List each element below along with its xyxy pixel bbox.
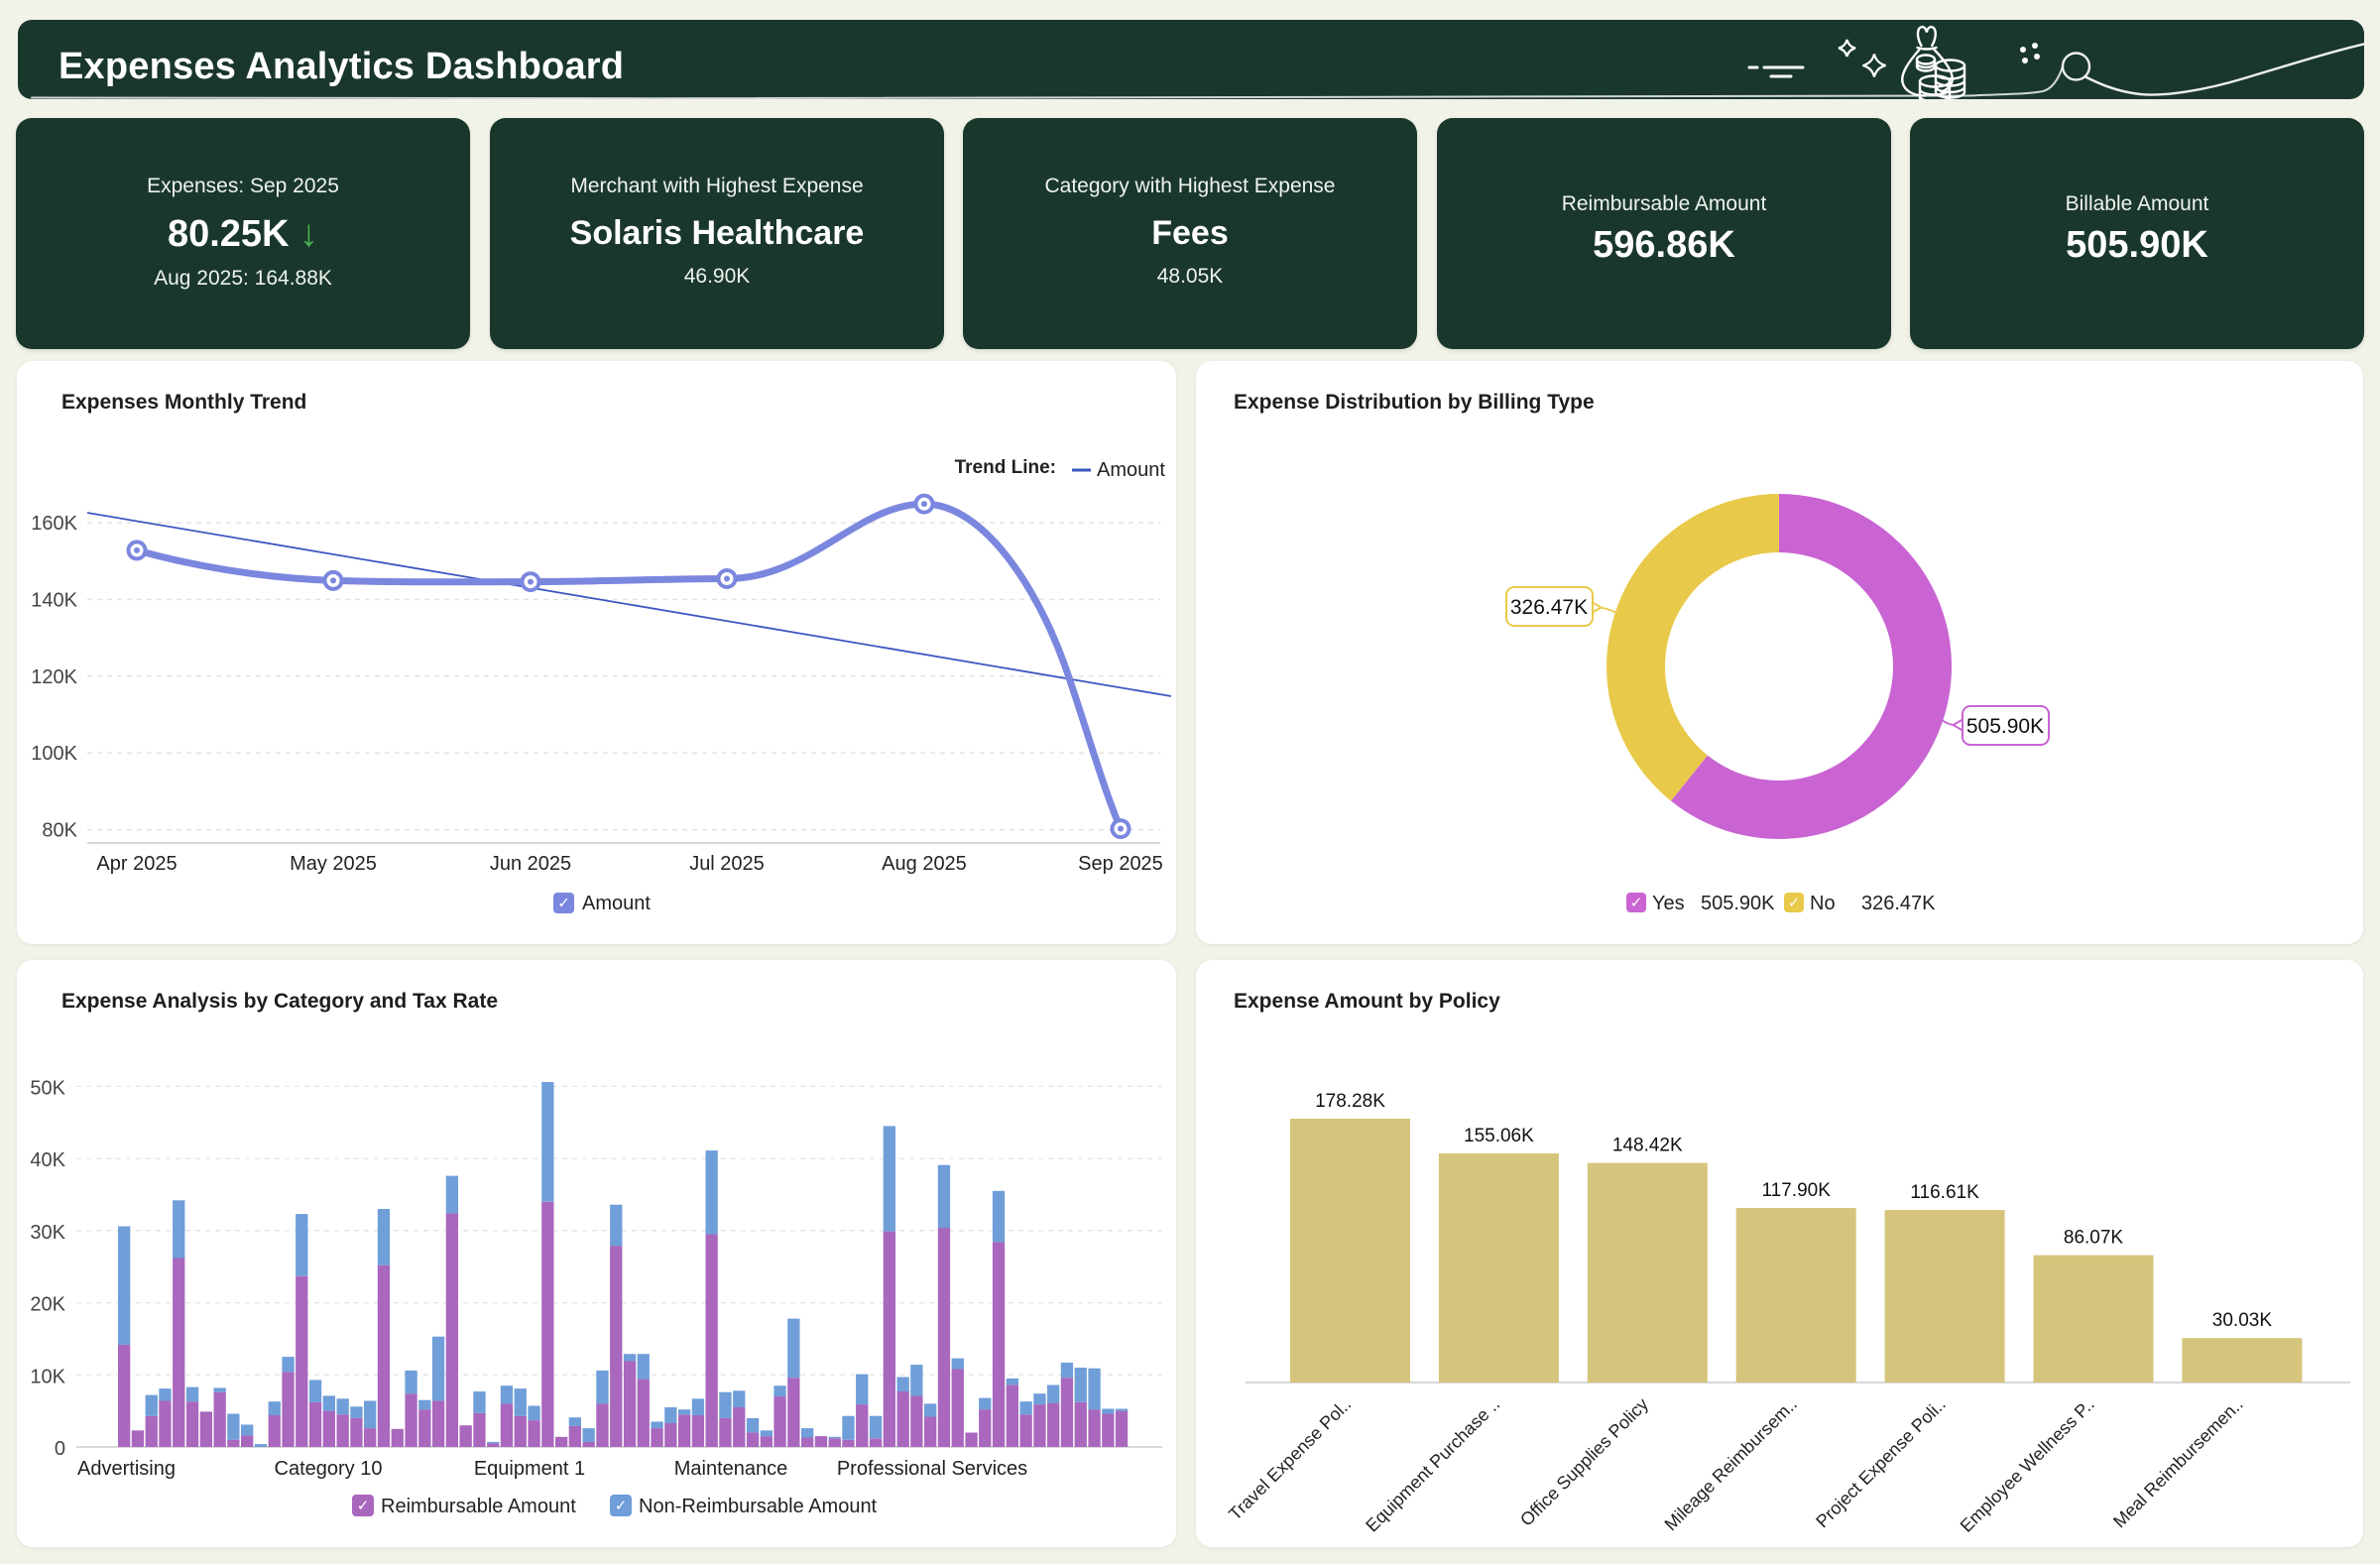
svg-text:Amount: Amount [582,893,651,914]
svg-text:✓: ✓ [357,1498,370,1514]
svg-text:326.47K: 326.47K [1861,893,1936,914]
svg-text:30.03K: 30.03K [2212,1310,2273,1331]
svg-text:100K: 100K [31,743,77,765]
svg-text:120K: 120K [31,666,77,688]
svg-text:No: No [1810,893,1836,914]
svg-text:Yes: Yes [1652,893,1685,914]
svg-text:Category 10: Category 10 [275,1458,383,1480]
svg-text:✓: ✓ [615,1498,628,1514]
svg-text:40K: 40K [30,1149,65,1171]
svg-text:✓: ✓ [1630,895,1643,911]
svg-text:148.42K: 148.42K [1612,1136,1683,1156]
svg-text:Jul 2025: Jul 2025 [689,853,765,875]
svg-text:160K: 160K [31,513,77,535]
svg-text:Jun 2025: Jun 2025 [490,853,571,875]
svg-text:Maintenance: Maintenance [674,1458,788,1480]
svg-text:May 2025: May 2025 [290,853,377,875]
svg-text:86.07K: 86.07K [2064,1228,2124,1249]
svg-text:140K: 140K [31,589,77,611]
svg-text:505.90K: 505.90K [1966,715,2044,738]
svg-text:Non-Reimbursable Amount: Non-Reimbursable Amount [639,1496,878,1517]
svg-text:Amount: Amount [1097,459,1165,481]
svg-text:Project Expense Poli..: Project Expense Poli.. [1812,1394,1950,1532]
svg-text:80K: 80K [42,820,77,842]
svg-text:Aug 2025: Aug 2025 [882,853,967,875]
svg-text:Mileage Reimbursem..: Mileage Reimbursem.. [1661,1394,1801,1534]
svg-text:0: 0 [55,1438,65,1460]
svg-text:✓: ✓ [1788,895,1801,911]
svg-text:Equipment 1: Equipment 1 [474,1458,585,1480]
svg-text:326.47K: 326.47K [1510,596,1588,619]
svg-text:116.61K: 116.61K [1910,1182,1979,1203]
svg-text:✓: ✓ [557,896,570,912]
svg-text:Equipment Purchase ..: Equipment Purchase .. [1362,1394,1503,1536]
svg-text:Sep 2025: Sep 2025 [1078,853,1163,875]
svg-text:178.28K: 178.28K [1315,1091,1385,1112]
svg-text:Office Supplies Policy: Office Supplies Policy [1516,1394,1652,1530]
svg-text:Reimbursable Amount: Reimbursable Amount [381,1496,576,1517]
svg-text:30K: 30K [30,1222,65,1244]
svg-text:Apr 2025: Apr 2025 [96,853,177,875]
svg-text:Employee Wellness P..: Employee Wellness P.. [1957,1394,2098,1536]
svg-text:Meal Reimbursemen..: Meal Reimbursemen.. [2109,1394,2247,1532]
svg-text:10K: 10K [30,1366,65,1387]
svg-text:50K: 50K [30,1077,65,1099]
svg-text:117.90K: 117.90K [1762,1180,1832,1201]
svg-text:505.90K: 505.90K [1701,893,1775,914]
svg-text:Professional Services: Professional Services [837,1458,1027,1480]
svg-text:Advertising: Advertising [77,1458,176,1480]
svg-text:Trend Line:: Trend Line: [955,457,1056,478]
svg-text:Travel Expense Pol..: Travel Expense Pol.. [1225,1394,1355,1524]
svg-text:20K: 20K [30,1294,65,1316]
svg-text:155.06K: 155.06K [1464,1126,1534,1146]
